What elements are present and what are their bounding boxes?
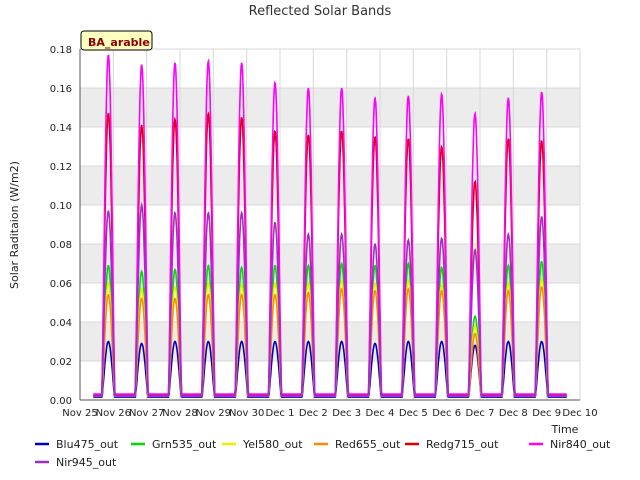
x-tick-label: Dec 10: [562, 408, 597, 419]
site-badge-label: BA_arable: [88, 36, 150, 49]
y-tick-label: 0.14: [50, 123, 72, 134]
axes: [79, 49, 580, 401]
legend-label: Yel580_out: [242, 438, 303, 451]
y-axis-label: Solar Raditaion (W/m2): [8, 161, 21, 289]
series-line-blu475_out: [93, 340, 567, 398]
chart-title: Reflected Solar Bands: [249, 4, 392, 19]
plot-background: [80, 49, 580, 400]
legend-item-redg715_out: Redg715_out: [405, 438, 499, 451]
legend-item-nir840_out: Nir840_out: [529, 438, 611, 451]
x-tick-label: Dec 2: [299, 408, 328, 419]
x-tick-label: Dec 1: [266, 408, 295, 419]
legend-item-grn535_out: Grn535_out: [131, 438, 217, 451]
legend-label: Red655_out: [335, 438, 401, 451]
x-tick-label: Dec 6: [432, 408, 461, 419]
y-tick-label: 0.16: [50, 84, 72, 95]
series-line-nir945_out: [93, 201, 567, 397]
y-tick-label: 0.08: [50, 240, 72, 251]
x-tick-label: Dec 8: [499, 408, 528, 419]
legend-label: Redg715_out: [426, 438, 499, 451]
y-tick-label: 0.00: [50, 396, 72, 407]
plot-band: [80, 244, 580, 283]
legend-label: Nir840_out: [550, 438, 611, 451]
site-badge: BA_arable: [80, 30, 153, 51]
x-tick-label: Nov 29: [196, 408, 231, 419]
legend-item-nir945_out: Nir945_out: [35, 456, 117, 469]
legend-item-yel580_out: Yel580_out: [222, 438, 303, 451]
x-tick-label: Dec 4: [366, 408, 395, 419]
x-tick-label: Dec 5: [399, 408, 428, 419]
y-tick-label: 0.10: [50, 201, 72, 212]
x-tick-label: Nov 26: [96, 408, 131, 419]
legend-label: Blu475_out: [56, 438, 119, 451]
y-tick-label: 0.12: [50, 162, 72, 173]
legend-item-red655_out: Red655_out: [314, 438, 401, 451]
y-tick-label: 0.06: [50, 279, 72, 290]
series-line-nir840_out: [93, 54, 567, 395]
legend-item-blu475_out: Blu475_out: [35, 438, 119, 451]
series-layer: [93, 54, 567, 398]
y-tick-label: 0.18: [50, 45, 72, 56]
plot-band: [80, 166, 580, 205]
y-tick-label: 0.04: [50, 318, 72, 329]
legend: Blu475_out Grn535_out Yel580_out Red655_out…: [35, 438, 611, 469]
legend-label: Grn535_out: [152, 438, 217, 451]
site-badge-box: [80, 30, 153, 51]
y-axis-ticks: 0.00 0.02 0.04 0.06 0.08 0.10 0.12 0.14 0.16 0.18: [50, 45, 72, 407]
x-axis-label: Time: [551, 423, 579, 436]
legend-label: Nir945_out: [56, 456, 117, 469]
x-tick-label: Dec 3: [332, 408, 361, 419]
x-tick-label: Dec 9: [532, 408, 561, 419]
x-tick-label: Nov 30: [229, 408, 264, 419]
x-tick-label: Nov 25: [62, 408, 97, 419]
x-tick-label: Nov 28: [162, 408, 197, 419]
plot-band: [80, 322, 580, 361]
x-tick-label: Dec 7: [466, 408, 495, 419]
x-tick-label: Nov 27: [129, 408, 164, 419]
plot-band: [80, 88, 580, 127]
y-tick-label: 0.02: [50, 357, 72, 368]
